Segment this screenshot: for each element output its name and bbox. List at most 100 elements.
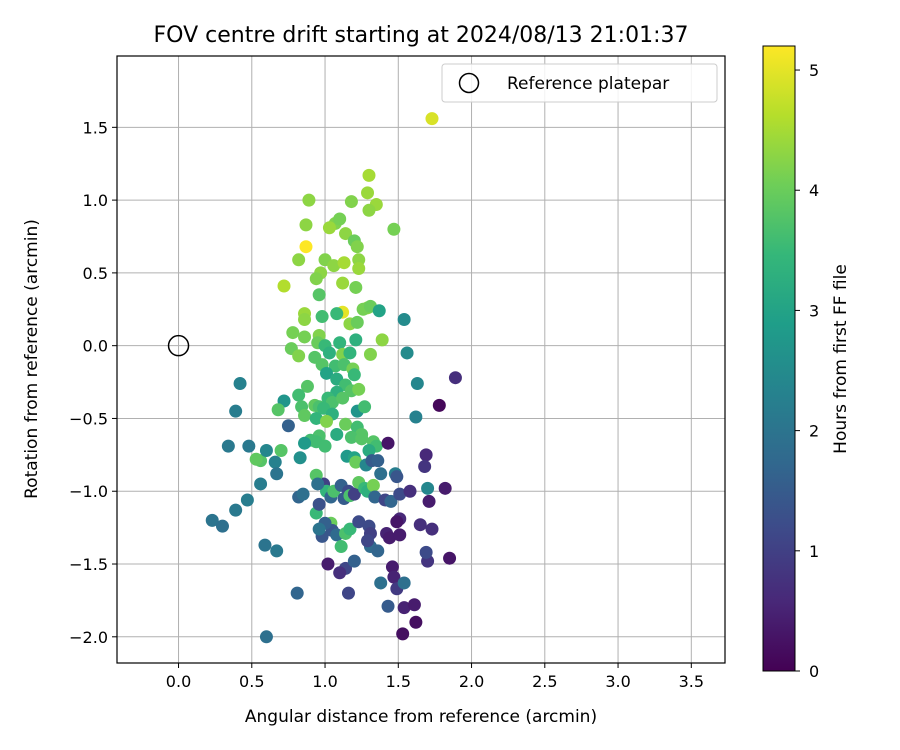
data-point	[341, 586, 355, 600]
data-point	[320, 414, 334, 428]
data-point	[343, 522, 357, 536]
data-point	[362, 443, 376, 457]
data-point	[292, 253, 306, 267]
data-point	[349, 455, 363, 469]
legend-box	[441, 63, 718, 103]
data-point	[249, 452, 263, 466]
data-point	[362, 168, 376, 182]
data-point	[258, 538, 272, 552]
data-point	[321, 557, 335, 571]
data-point	[333, 566, 347, 580]
data-point	[302, 193, 316, 207]
data-point	[339, 227, 353, 241]
x-axis-label: Angular distance from reference (arcmin)	[245, 707, 597, 727]
data-point	[333, 336, 347, 350]
data-point	[334, 540, 348, 554]
data-point	[432, 398, 446, 412]
colorbar-ticks: 0 1 2 3 4 5	[795, 61, 819, 681]
data-point	[352, 515, 366, 529]
data-point	[374, 467, 388, 481]
data-point	[343, 346, 357, 360]
data-point	[330, 307, 344, 321]
legend-marker-icon	[458, 72, 480, 94]
grid-lines	[117, 56, 725, 663]
colorbar-tick-label: 2	[809, 422, 819, 441]
data-point	[347, 554, 361, 568]
data-point	[387, 222, 401, 236]
data-point	[336, 391, 350, 405]
data-points	[205, 112, 462, 644]
colorbar-label: Hours from first FF file	[831, 264, 851, 454]
data-point	[337, 256, 351, 270]
y-tick-label: −2.0	[69, 628, 108, 647]
data-point	[361, 534, 375, 548]
data-point	[233, 377, 247, 391]
data-point	[290, 586, 304, 600]
data-point	[409, 615, 423, 629]
data-point	[333, 212, 347, 226]
data-point	[397, 312, 411, 326]
data-point	[344, 430, 358, 444]
x-tick-label: 1.0	[312, 672, 337, 691]
data-point	[347, 487, 361, 501]
x-tick-label: 0.0	[166, 672, 191, 691]
data-point	[300, 379, 314, 393]
legend-label: Reference platepar	[507, 74, 669, 94]
x-tick-label: 2.0	[459, 672, 484, 691]
data-point	[355, 432, 369, 446]
y-tick-label: 0.0	[83, 337, 108, 356]
data-point	[425, 112, 439, 126]
colorbar-tick-label: 1	[809, 542, 819, 561]
data-point	[318, 439, 332, 453]
data-point	[322, 346, 336, 360]
data-point	[336, 276, 350, 290]
data-point	[384, 494, 398, 508]
data-point	[309, 411, 323, 425]
data-point	[274, 443, 288, 457]
data-point	[277, 279, 291, 293]
data-point	[296, 487, 310, 501]
data-point	[419, 545, 433, 559]
data-point	[396, 627, 410, 641]
data-point	[393, 487, 407, 501]
data-point	[421, 481, 435, 495]
data-point	[371, 454, 385, 468]
data-point	[322, 221, 336, 235]
data-point	[259, 630, 273, 644]
data-point	[242, 439, 256, 453]
data-point	[344, 195, 358, 209]
data-point	[221, 439, 235, 453]
data-point	[229, 503, 243, 517]
data-point	[385, 560, 399, 574]
colorbar: 0 1 2 3 4 5 Hours from first FF file	[762, 45, 851, 681]
data-point	[410, 377, 424, 391]
data-point	[413, 518, 427, 532]
data-point	[349, 333, 363, 347]
data-point	[330, 427, 344, 441]
x-tick-label: 1.5	[386, 672, 411, 691]
x-tick-label: 0.5	[239, 672, 264, 691]
legend: Reference platepar	[441, 63, 718, 103]
data-point	[312, 497, 326, 511]
data-point	[362, 203, 376, 217]
y-tick-label: −1.5	[69, 555, 108, 574]
y-axis-label: Rotation from reference (arcmin)	[22, 219, 42, 499]
data-point	[363, 347, 377, 361]
data-point	[281, 419, 295, 433]
x-tick-label: 3.0	[605, 672, 630, 691]
data-point	[312, 288, 326, 302]
data-point	[407, 598, 421, 612]
data-point	[383, 531, 397, 545]
colorbar-tick-label: 0	[809, 662, 819, 681]
data-point	[311, 477, 325, 491]
data-point	[259, 443, 273, 457]
data-point	[270, 544, 284, 558]
data-point	[361, 186, 375, 200]
data-point	[375, 333, 389, 347]
data-point	[397, 601, 411, 615]
data-point	[352, 382, 366, 396]
data-point	[215, 519, 229, 533]
data-point	[371, 544, 385, 558]
y-axis-ticks: −2.0 −1.5 −1.0 −0.5 0.0 0.5 1.0 1.5	[69, 118, 117, 647]
